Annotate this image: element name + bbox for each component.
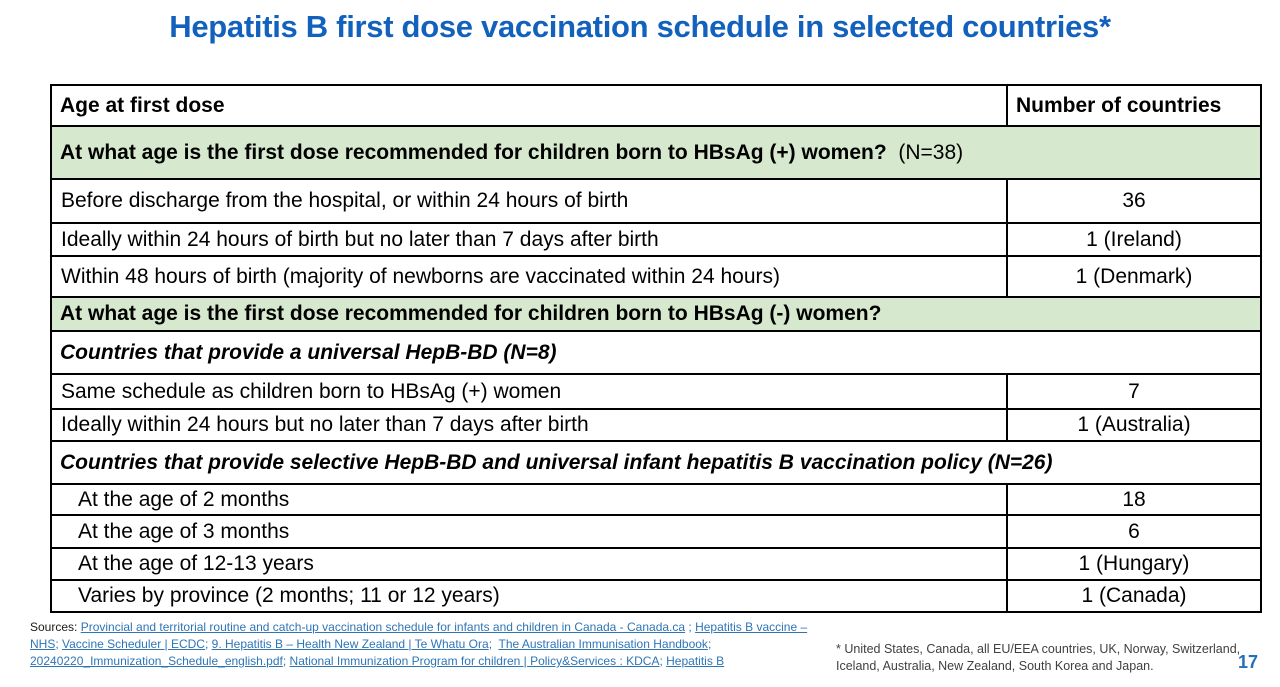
table-data-row: Same schedule as children born to HBsAg … xyxy=(50,373,1262,410)
sources-line: Sources: Provincial and territorial rout… xyxy=(30,619,807,636)
age-cell: At the age of 12-13 years xyxy=(50,547,1008,581)
source-separator: ; xyxy=(659,654,667,668)
source-separator: ; xyxy=(204,637,212,651)
section-question-text: At what age is the first dose recommende… xyxy=(60,302,882,325)
sources-line: 20240220_Immunization_Schedule_english.p… xyxy=(30,653,807,670)
source-link[interactable]: NHS xyxy=(30,637,56,651)
table-section-italic-row: Countries that provide selective HepB-BD… xyxy=(50,440,1262,485)
footnote: * United States, Canada, all EU/EEA coun… xyxy=(836,641,1240,674)
count-cell: 1 (Ireland) xyxy=(1006,222,1262,257)
count-cell: 1 (Canada) xyxy=(1006,579,1262,613)
table-section-green-row: At what age is the first dose recommende… xyxy=(50,125,1262,180)
source-separator: ; xyxy=(282,654,290,668)
vaccination-schedule-table: Age at first dose Number of countries At… xyxy=(50,84,1262,613)
count-cell: 1 (Hungary) xyxy=(1006,547,1262,581)
source-link[interactable]: The Australian Immunisation Handbook xyxy=(498,637,708,651)
source-link[interactable]: 9. Hepatitis B – Health New Zealand | Te… xyxy=(211,637,489,651)
source-link[interactable]: Hepatitis B xyxy=(666,654,725,668)
age-cell: Ideally within 24 hours of birth but no … xyxy=(50,222,1008,257)
table-header-row: Age at first dose Number of countries xyxy=(50,84,1262,127)
section-header-cell: At what age is the first dose recommende… xyxy=(50,125,1262,180)
section-header-cell: At what age is the first dose recommende… xyxy=(50,296,1262,332)
page-number: 17 xyxy=(1238,652,1259,672)
source-link[interactable]: Hepatitis B vaccine – xyxy=(695,620,808,634)
source-link[interactable]: National Immunization Program for childr… xyxy=(289,654,660,668)
footnote-line-1: * United States, Canada, all EU/EEA coun… xyxy=(836,642,1241,656)
count-cell: 36 xyxy=(1006,178,1262,224)
section-question-text: At what age is the first dose recommende… xyxy=(60,140,887,164)
count-cell: 6 xyxy=(1006,514,1262,549)
count-cell: 1 (Denmark) xyxy=(1006,255,1262,298)
table-data-row: Within 48 hours of birth (majority of ne… xyxy=(50,255,1262,298)
count-cell: 18 xyxy=(1006,483,1262,516)
sources-line: NHS; Vaccine Scheduler | ECDC; 9. Hepati… xyxy=(30,636,807,653)
age-cell: Varies by province (2 months; 11 or 12 y… xyxy=(50,579,1008,613)
table-data-row: Before discharge from the hospital, or w… xyxy=(50,178,1262,224)
sources-block: Sources: Provincial and territorial rout… xyxy=(30,619,807,670)
table-data-row: At the age of 3 months 6 xyxy=(50,514,1262,549)
count-cell: 7 xyxy=(1006,373,1262,410)
source-link[interactable]: Vaccine Scheduler | ECDC xyxy=(62,637,205,651)
table-section-italic-row: Countries that provide a universal HepB-… xyxy=(50,330,1262,375)
section-header-cell: Countries that provide a universal HepB-… xyxy=(50,330,1262,375)
table-data-row: At the age of 2 months 18 xyxy=(50,483,1262,516)
section-sample-size: (N=38) xyxy=(886,140,964,164)
source-link[interactable]: 20240220_Immunization_Schedule_english.p… xyxy=(30,654,283,668)
table-data-row: Ideally within 24 hours of birth but no … xyxy=(50,222,1262,257)
source-separator: ; xyxy=(488,637,499,651)
count-cell: 1 (Australia) xyxy=(1006,408,1262,442)
table-data-row: Ideally within 24 hours but no later tha… xyxy=(50,408,1262,442)
source-separator: ; xyxy=(685,620,696,634)
age-cell: At the age of 2 months xyxy=(50,483,1008,516)
column-header-count: Number of countries xyxy=(1006,84,1262,127)
age-cell: Same schedule as children born to HBsAg … xyxy=(50,373,1008,410)
age-cell: At the age of 3 months xyxy=(50,514,1008,549)
column-header-age: Age at first dose xyxy=(50,84,1008,127)
footnote-line-2: Iceland, Australia, New Zealand, South K… xyxy=(836,658,1154,673)
source-separator: ; xyxy=(707,637,712,651)
source-separator: ; xyxy=(55,637,63,651)
section-header-cell: Countries that provide selective HepB-BD… xyxy=(50,440,1262,485)
slide-title: Hepatitis B first dose vaccination sched… xyxy=(169,9,1111,44)
table-section-green-row: At what age is the first dose recommende… xyxy=(50,296,1262,332)
age-cell: Within 48 hours of birth (majority of ne… xyxy=(50,255,1008,298)
table-data-row: At the age of 12-13 years 1 (Hungary) xyxy=(50,547,1262,581)
age-cell: Before discharge from the hospital, or w… xyxy=(50,178,1008,224)
table-data-row: Varies by province (2 months; 11 or 12 y… xyxy=(50,579,1262,613)
sources-label: Sources: xyxy=(30,620,81,634)
source-link[interactable]: Provincial and territorial routine and c… xyxy=(80,620,686,634)
age-cell: Ideally within 24 hours but no later tha… xyxy=(50,408,1008,442)
